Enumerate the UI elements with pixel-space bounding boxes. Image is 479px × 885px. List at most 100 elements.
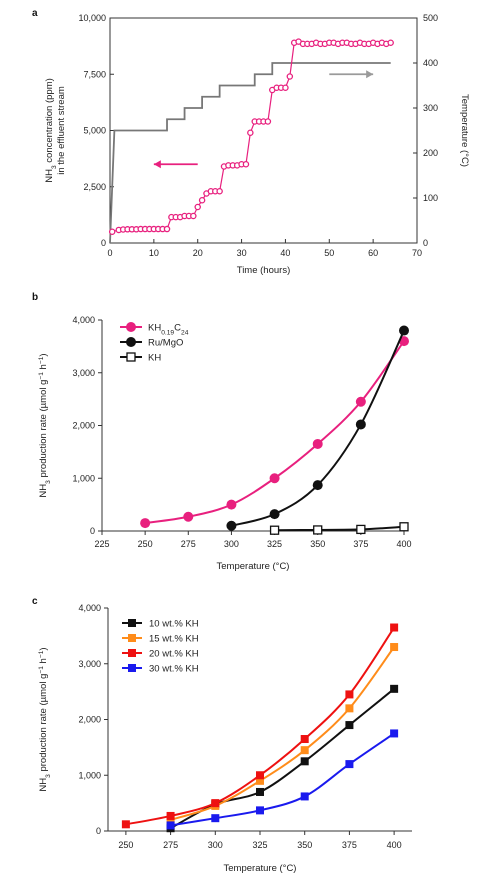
panel-c-series-point	[390, 729, 399, 738]
panel-a-y2-tick-label: 0	[423, 238, 428, 248]
panel-a-x-tick-label: 20	[193, 248, 203, 258]
panel-a-nh3-point	[264, 118, 272, 125]
panel-b-legend-marker	[126, 337, 136, 347]
label-part: concentration (ppm)	[44, 78, 55, 165]
label-part: −1	[38, 356, 45, 364]
panel-c-x-tick-label: 275	[163, 840, 178, 850]
label-part: h	[38, 364, 49, 372]
panel-c-x-tick-label: 300	[208, 840, 223, 850]
label-part: KH	[148, 353, 161, 364]
label-part: )	[38, 353, 49, 356]
panel-b-series-point	[355, 419, 366, 430]
panel-a-y-tick-label: 2,500	[83, 182, 106, 192]
panel-b-x-tick-label: 350	[310, 539, 325, 549]
panel-c-series-point	[211, 799, 220, 808]
panel-c-legend-marker	[128, 634, 136, 642]
panel-b-legend-label: Ru/MgO	[148, 338, 183, 349]
panel-c-x-tick-label: 325	[252, 840, 267, 850]
panel-c-series-point	[345, 760, 354, 769]
label-part: −1	[38, 666, 45, 674]
panel-b-x-tick-label: 225	[94, 539, 109, 549]
panel-c-y-tick-label: 1,000	[78, 770, 101, 780]
panel-c-series-point	[121, 820, 130, 829]
panel-c-x-axis-label: Temperature (°C)	[224, 863, 297, 874]
panel-c-x-tick-label: 375	[342, 840, 357, 850]
label-part: −1	[38, 372, 45, 380]
panel-a: a0 10 20 30 40 50 60 7002,5005,0007,50010,00001…	[32, 8, 470, 276]
label-part: C	[174, 323, 181, 334]
panel-c: c 250 275 300 325 350 375 400 0 1,000 2,000 3,000 4,…	[32, 596, 412, 874]
label-part: 24	[181, 329, 189, 336]
panel-c-legend-marker	[128, 649, 136, 657]
panel-b-legend-marker	[126, 322, 136, 332]
label-part: production rate (µmol g	[38, 380, 49, 481]
panel-c-series-point	[256, 806, 264, 815]
panel-b-x-tick-label: 375	[353, 539, 368, 549]
panel-a-x-tick-label: 10	[149, 248, 159, 258]
panel-a-nh3-point	[387, 39, 394, 47]
panel-b-x-tick-label: 300	[224, 539, 239, 549]
panel-c-series-point	[300, 792, 309, 801]
panel-c-series-point	[390, 623, 399, 632]
panel-a-y2-tick-label: 200	[423, 148, 438, 158]
panel-a-nh3-point	[282, 84, 289, 92]
panel-b-x-tick-label: 250	[138, 539, 153, 549]
label-part: production rate (µmol g	[38, 674, 49, 775]
panel-a-x-tick-label: 30	[237, 248, 247, 258]
panel-b-series-point	[269, 509, 280, 520]
panel-c-y-tick-label: 3,000	[78, 659, 101, 669]
panel-a-x-tick-label: 50	[324, 248, 334, 258]
panel-c-x-tick-label: 250	[118, 840, 133, 850]
panel-b-series-point	[140, 518, 151, 529]
panel-a-y-tick-label: 10,000	[78, 13, 106, 23]
panel-b-series-line	[274, 525, 405, 532]
panel-b-series-point	[312, 438, 323, 449]
panel-c-legend-label: 15 wt.% KH	[149, 634, 199, 645]
panel-c-y-tick-label: 2,000	[78, 715, 101, 725]
label-part: NH	[38, 484, 49, 498]
panel-b-series-point	[183, 511, 194, 522]
panel-b-series-point	[356, 524, 366, 535]
panel-b-y-tick-label: 1,000	[72, 473, 95, 483]
panel-c-y-tick-label: 0	[96, 826, 101, 836]
panel-a-label: a	[32, 8, 38, 19]
panel-a-axis-arrow-head	[153, 160, 161, 169]
panel-b-series-point	[313, 525, 323, 535]
panel-c-x-tick-label: 350	[297, 840, 312, 850]
panel-b-series-point	[269, 473, 280, 484]
label-part: NH	[44, 169, 55, 183]
panel-c-series-point	[300, 757, 309, 766]
panel-b-legend-marker	[126, 352, 136, 362]
panel-c-series-line	[170, 732, 395, 827]
panel-a-x-tick-label: 70	[412, 248, 422, 258]
panel-b-y-tick-label: 4,000	[72, 315, 95, 325]
panel-c-legend-marker	[128, 619, 136, 627]
panel-b-legend-label: KH	[148, 353, 161, 364]
panel-b-series-point	[226, 499, 237, 510]
panel-b-legend-label: KH0.19C24	[148, 323, 189, 337]
panel-a-y2-tick-label: 400	[423, 58, 438, 68]
panel-c-series-point	[211, 814, 220, 823]
panel-b-series-line	[231, 330, 405, 527]
panel-c-legend-label: 10 wt.% KH	[149, 619, 199, 630]
panel-c-series-point	[256, 787, 264, 796]
panel-a-y-axis-label-2: in the effluent stream	[56, 86, 67, 175]
panel-a-nh3-line	[112, 40, 391, 233]
panel-c-series-point	[166, 821, 175, 830]
panel-c-y-tick-label: 4,000	[78, 603, 101, 613]
panel-b-series-point	[399, 522, 409, 532]
panel-c-series-point	[390, 684, 399, 693]
panel-a-nh3-point	[163, 225, 171, 233]
label-part: )	[38, 647, 49, 650]
panel-b-y-tick-label: 2,000	[72, 421, 95, 431]
panel-a-y2-tick-label: 300	[423, 103, 438, 113]
panel-b-series-point	[269, 525, 280, 535]
panel-b-series-point	[312, 480, 323, 491]
panel-b: b 225 250 275 300 325 350 375 400 0 1,000 2,000 3,00…	[32, 292, 412, 572]
panel-b-y-tick-label: 0	[90, 526, 95, 536]
panel-b-x-axis-label: Temperature (°C)	[217, 561, 290, 572]
panel-a-y-tick-label: 5,000	[83, 126, 106, 136]
panel-a-axis-arrow-head	[366, 70, 374, 79]
panel-a-nh3-point	[194, 203, 201, 211]
